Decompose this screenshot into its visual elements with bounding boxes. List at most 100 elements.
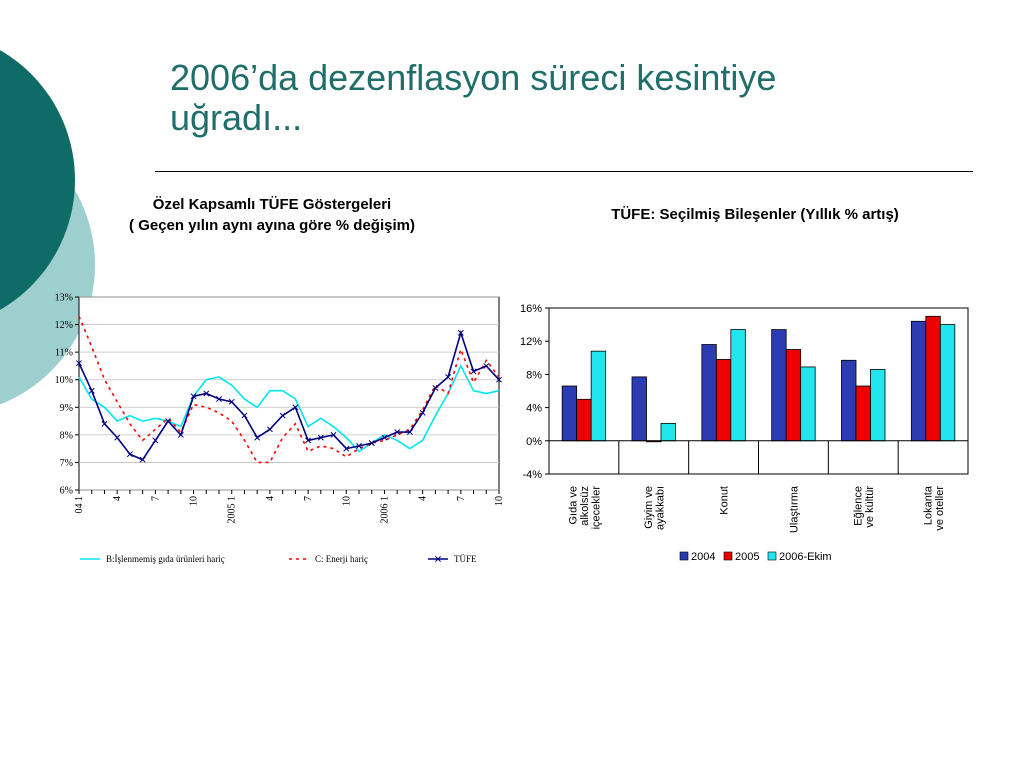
- bar: [841, 359, 857, 442]
- data-point-marker: [356, 442, 362, 449]
- data-point-marker: [419, 409, 426, 416]
- data-point-marker: [483, 362, 490, 369]
- slide-title-line-1: 2006’da dezenflasyon süreci kesintiye: [170, 57, 777, 98]
- legend-label: 2005: [735, 551, 759, 563]
- data-point-marker: [445, 374, 452, 380]
- right-chart-title: TÜFE: Seçilmiş Bileşenler (Yıllık % artı…: [540, 204, 970, 225]
- legend-label: B:İşlenmemiş gıda ürünleri hariç: [106, 554, 225, 564]
- plot-area: [78, 296, 500, 491]
- data-point-marker: [292, 404, 299, 411]
- x-tick-label: 10: [189, 496, 200, 506]
- data-point-marker: [114, 434, 121, 441]
- legend-swatch: [723, 551, 733, 561]
- title-divider: [155, 171, 973, 172]
- data-point-marker: [457, 329, 464, 336]
- data-point-marker: [330, 431, 337, 438]
- bar: [800, 366, 816, 442]
- left-chart-subtitle: ( Geçen yılın aynı ayına göre % değişim): [129, 217, 415, 234]
- legend-label: 2006-Ekim: [779, 551, 832, 563]
- bar: [855, 385, 871, 442]
- category-label: Gıda ve: [567, 486, 579, 525]
- bar: [771, 329, 787, 442]
- y-tick-label: 7%: [60, 458, 73, 469]
- y-tick-label: 0%: [526, 436, 542, 448]
- data-point-marker: [266, 426, 273, 433]
- x-tick-label: 7: [303, 496, 314, 501]
- x-tick-label: 2005 1: [227, 496, 238, 524]
- data-point-marker: [279, 412, 286, 419]
- data-point-marker: [76, 360, 82, 367]
- category-label: ve oteller: [934, 486, 946, 531]
- category-label: ve kültür: [864, 486, 876, 528]
- y-tick-label: 12%: [55, 320, 73, 331]
- x-tick-label: 04 1: [74, 496, 85, 514]
- left-chart-title: Özel Kapsamlı TÜFE Göstergeleri ( Geçen …: [60, 194, 484, 236]
- category-label: Giyim ve: [643, 486, 655, 529]
- data-point-marker: [343, 445, 350, 452]
- y-tick-label: 8%: [60, 430, 73, 441]
- bar: [631, 376, 647, 442]
- x-tick-label: 7: [456, 496, 467, 501]
- data-point-marker: [394, 429, 401, 436]
- series-line-1: [78, 364, 500, 453]
- category-label: Lokanta: [922, 485, 934, 525]
- x-tick-label: 4: [418, 496, 429, 501]
- category-label: Eğlence: [853, 486, 865, 526]
- data-point-marker: [305, 437, 312, 444]
- data-point-marker: [496, 376, 502, 383]
- x-tick-label: 4: [265, 496, 276, 501]
- bar: [715, 359, 732, 442]
- category-label: Ulaştırma: [788, 485, 800, 533]
- left-chart-title-line-1: Özel Kapsamlı TÜFE Göstergeleri: [152, 196, 392, 213]
- series-line-3: [78, 330, 500, 461]
- dark-teal-circle: [0, 50, 75, 310]
- y-tick-label: 4%: [526, 403, 542, 415]
- y-tick-label: 13%: [55, 293, 73, 304]
- category-label: alkolsüz: [579, 486, 591, 526]
- data-point-marker: [177, 431, 184, 438]
- x-tick-label: 2006 1: [379, 496, 390, 524]
- x-tick-label: 10: [341, 496, 352, 506]
- bar: [660, 422, 676, 442]
- data-point-marker: [470, 368, 477, 375]
- legend-marker: [435, 556, 441, 562]
- y-tick-label: 11%: [55, 348, 73, 359]
- bar: [939, 324, 956, 442]
- category-label: ayakkabı: [655, 486, 667, 530]
- data-point-marker: [101, 420, 108, 427]
- data-point-marker: [152, 437, 159, 444]
- series-line-2: [78, 315, 500, 464]
- legend-label: TÜFE: [454, 554, 477, 564]
- bar: [701, 344, 717, 442]
- decorative-circles: [0, 50, 95, 405]
- bar: [870, 369, 886, 442]
- data-point-marker: [432, 385, 439, 391]
- data-point-marker: [241, 412, 248, 419]
- legend-label: 2004: [691, 551, 715, 563]
- y-tick-label: 8%: [526, 369, 542, 381]
- data-point-marker: [126, 451, 133, 458]
- category-label: Konut: [719, 486, 731, 515]
- data-point-marker: [228, 398, 235, 405]
- x-tick-label: 4: [112, 496, 123, 501]
- bar: [785, 349, 802, 442]
- category-label: içecekler: [590, 486, 602, 530]
- bar: [925, 315, 941, 442]
- data-point-marker: [88, 387, 95, 394]
- data-point-marker: [216, 396, 222, 402]
- y-tick-label: 10%: [55, 375, 73, 386]
- slide-title: 2006’da dezenflasyon süreci kesintiye uğ…: [170, 58, 930, 138]
- data-point-marker: [254, 434, 261, 441]
- y-tick-label: -4%: [522, 469, 542, 481]
- y-tick-label: 16%: [520, 303, 542, 315]
- data-point-marker: [368, 440, 375, 447]
- x-tick-label: 7: [150, 496, 161, 501]
- data-point-marker: [381, 434, 388, 441]
- y-tick-label: 9%: [60, 403, 73, 414]
- bar: [590, 350, 607, 442]
- y-tick-label: 6%: [60, 486, 73, 497]
- bar: [576, 398, 592, 442]
- bar: [910, 320, 927, 442]
